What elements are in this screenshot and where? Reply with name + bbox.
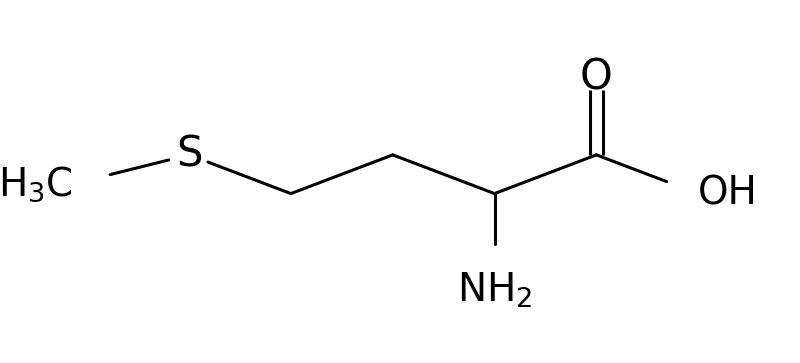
Text: OH: OH: [698, 175, 758, 213]
Text: S: S: [176, 134, 202, 176]
Text: $\mathregular{H_3C}$: $\mathregular{H_3C}$: [0, 164, 73, 204]
Text: O: O: [580, 56, 613, 98]
Text: $\mathregular{NH_2}$: $\mathregular{NH_2}$: [457, 271, 532, 310]
